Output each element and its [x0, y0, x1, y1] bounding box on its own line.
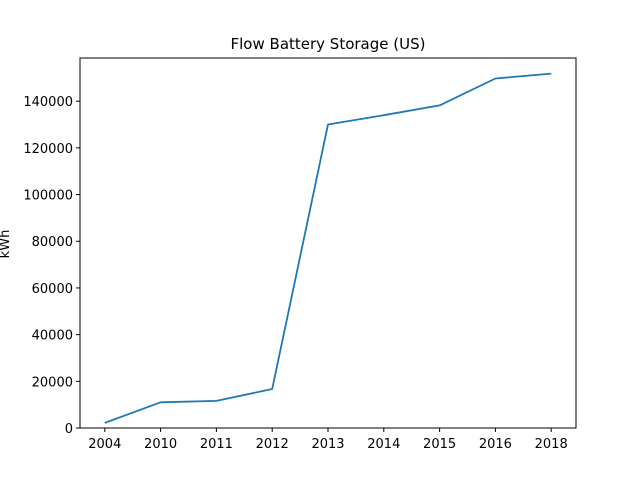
y-tick-label: 140000 — [23, 95, 73, 110]
x-axis-ticks: 2004 2010 2011 2012 2013 2014 2015 2016 2018 — [88, 428, 568, 452]
y-tick-label: 60000 — [32, 282, 73, 297]
x-tick-label: 2015 — [423, 437, 456, 452]
y-tick-label: 20000 — [32, 375, 73, 390]
plot-frame — [79, 57, 577, 429]
x-tick-label: 2010 — [144, 437, 177, 452]
y-tick-label: 120000 — [23, 142, 73, 157]
y-axis-label: kWh — [0, 230, 13, 259]
chart-title: Flow Battery Storage (US) — [231, 35, 426, 53]
x-tick-label: 2013 — [311, 437, 344, 452]
x-tick-label: 2011 — [200, 437, 233, 452]
y-tick-label: 100000 — [23, 189, 73, 204]
x-tick-label: 2018 — [535, 437, 568, 452]
series-line — [104, 72, 552, 424]
x-tick-label: 2016 — [479, 437, 512, 452]
x-tick-label: 2012 — [256, 437, 289, 452]
x-tick-label: 2014 — [367, 437, 400, 452]
x-tick-label: 2004 — [88, 437, 121, 452]
y-tick-label: 80000 — [32, 235, 73, 250]
y-tick-label: 40000 — [32, 329, 73, 344]
y-axis-ticks: 0 20000 40000 60000 80000 100000 120000 140000 — [23, 95, 80, 437]
series-layer — [104, 72, 552, 424]
y-tick-label: 0 — [65, 422, 73, 437]
